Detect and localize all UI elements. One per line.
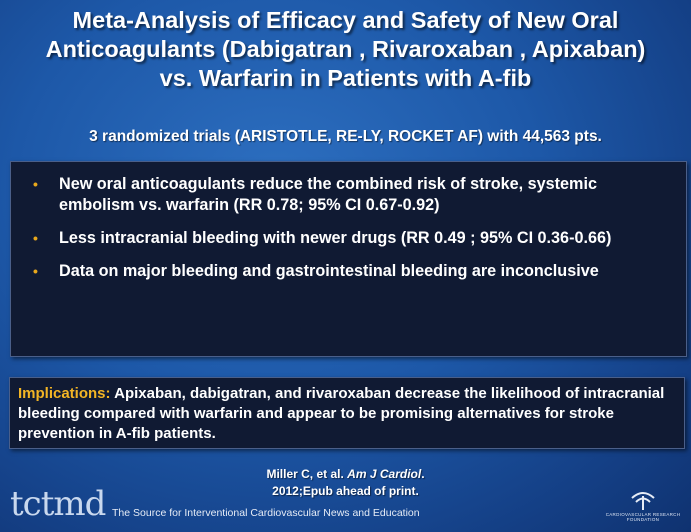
finding-item: • New oral anticoagulants reduce the com… — [33, 174, 676, 216]
citation-journal-suffix: . — [421, 467, 425, 481]
title-line-2: Anticoagulants (Dabigatran , Rivaroxaban… — [45, 36, 646, 62]
crf-logo-icon — [631, 492, 655, 510]
crf-name-line-1: CARDIOVASCULAR RESEARCH — [605, 512, 681, 517]
crf-name-line-2: FOUNDATION — [626, 517, 660, 522]
citation-journal: Am J Cardiol — [347, 467, 422, 481]
citation-line-2: 2012;Epub ahead of print. — [272, 484, 419, 498]
tctmd-tagline: The Source for Interventional Cardiovasc… — [112, 507, 420, 519]
tctmd-logo: tctmd — [10, 484, 106, 524]
slide-subtitle: 3 randomized trials (ARISTOTLE, RE-LY, R… — [89, 128, 602, 145]
finding-text: Less intracranial bleeding with newer dr… — [59, 229, 612, 247]
slide-title: Meta-Analysis of Efficacy and Safety of … — [0, 6, 691, 93]
findings-list: • New oral anticoagulants reduce the com… — [33, 174, 676, 282]
crf-foundation-logo: CARDIOVASCULAR RESEARCH FOUNDATION — [598, 490, 688, 530]
citation-authors: Miller C, et al. — [266, 467, 344, 481]
finding-item: • Less intracranial bleeding with newer … — [33, 228, 676, 249]
bullet-icon: • — [33, 230, 38, 246]
bullet-icon: • — [33, 263, 38, 279]
implications-box: Implications: Apixaban, dabigatran, and … — [9, 377, 685, 449]
findings-box: • New oral anticoagulants reduce the com… — [10, 161, 687, 357]
finding-text: New oral anticoagulants reduce the combi… — [59, 175, 597, 214]
citation: Miller C, et al. Am J Cardiol. 2012;Epub… — [0, 466, 691, 500]
title-line-3: vs. Warfarin in Patients with A-fib — [159, 65, 532, 91]
finding-item: • Data on major bleeding and gastrointes… — [33, 261, 676, 282]
citation-line-1: Miller C, et al. Am J Cardiol. — [0, 466, 691, 483]
implications-label: Implications: — [18, 385, 111, 402]
implications-text: Apixaban, dabigatran, and rivaroxaban de… — [18, 385, 665, 442]
bullet-icon: • — [33, 176, 38, 192]
finding-text: Data on major bleeding and gastrointesti… — [59, 262, 599, 280]
title-line-1: Meta-Analysis of Efficacy and Safety of … — [72, 7, 619, 33]
